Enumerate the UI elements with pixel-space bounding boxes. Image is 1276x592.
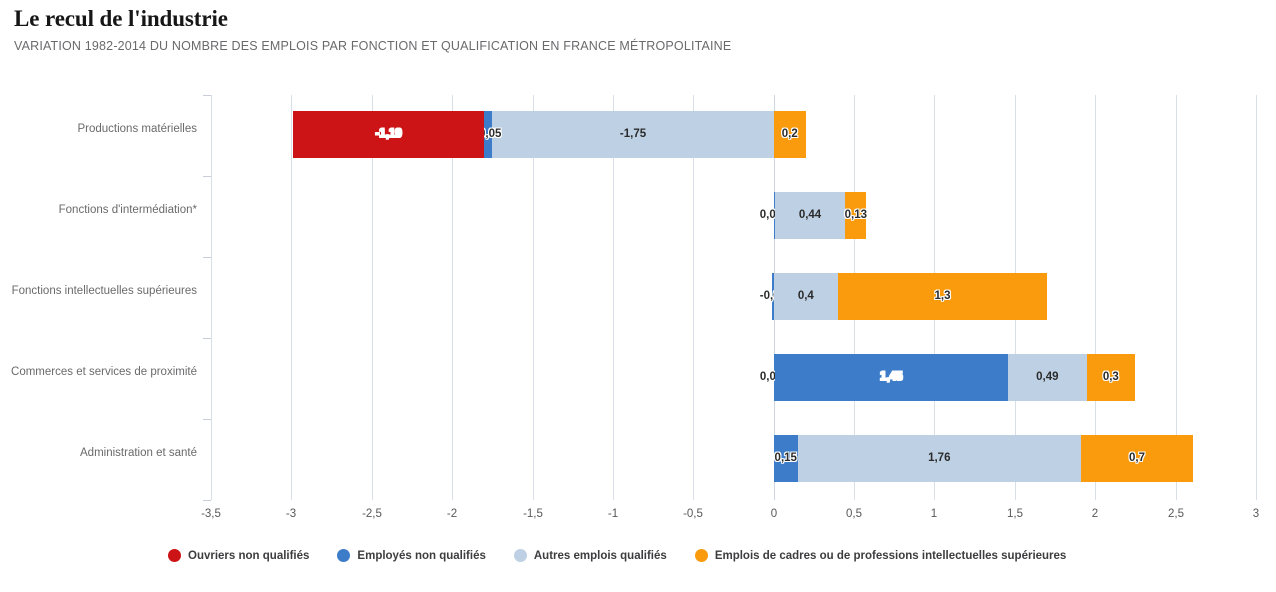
category-label: Fonctions d'intermédiation* [58, 204, 197, 216]
gridline--0-5 [693, 95, 694, 500]
bar-segment[interactable] [1007, 354, 1087, 401]
bar-segment[interactable] [292, 111, 485, 158]
category-label: Commerces et services de proximité [11, 366, 197, 378]
page-title: Le recul de l'industrie [14, 6, 228, 31]
x-tick-label: -1 [607, 508, 619, 520]
gridline--2 [452, 95, 453, 500]
category-tick [203, 338, 211, 339]
bar-segment[interactable] [1080, 435, 1194, 482]
bar-segment[interactable] [774, 192, 846, 239]
legend-item-ouvriers_non_qualifies[interactable]: Ouvriers non qualifiés [168, 549, 309, 562]
bar-row: Fonctions d'intermédiation*0,0060,440,13 [0, 176, 1276, 257]
x-tick-label: -1,5 [523, 508, 543, 520]
category-tick [203, 176, 211, 177]
bar-segment[interactable] [1086, 354, 1135, 401]
bar-value-label: 0,7 [1129, 452, 1146, 464]
bar-segment[interactable] [772, 273, 774, 320]
gridline--3 [291, 95, 292, 500]
legend-swatch-icon [694, 549, 708, 562]
x-tick-label: -2 [446, 508, 458, 520]
gridline--1-5 [533, 95, 534, 500]
category-label: Administration et santé [80, 447, 197, 459]
gridline-3 [1256, 95, 1257, 500]
x-tick-label: -3 [285, 508, 297, 520]
x-tick-label: 2,5 [1168, 508, 1184, 520]
bar-segment[interactable] [492, 111, 774, 158]
bar-value-label: 0,3 [1102, 371, 1119, 383]
x-tick-label: 0 [770, 508, 778, 520]
x-tick-label: -0,5 [683, 508, 703, 520]
bar-segment[interactable] [845, 192, 867, 239]
category-label: Fonctions intellectuelles supérieures [11, 285, 197, 297]
gridline-2 [1095, 95, 1096, 500]
category-tick [203, 95, 211, 96]
category-tick [203, 500, 211, 501]
gridline--1 [613, 95, 614, 500]
x-tick-label: 3 [1252, 508, 1260, 520]
bar-segment[interactable] [773, 273, 838, 320]
legend-swatch-icon [337, 549, 351, 562]
bar-value-label: -1,75 [619, 128, 647, 140]
bar-value-label: 0,15 [774, 452, 797, 464]
legend-label: Employés non qualifiés [357, 549, 486, 562]
category-label: Productions matérielles [77, 123, 197, 135]
bar-segment[interactable] [773, 192, 775, 239]
chart-subtitle: VARIATION 1982-2014 DU NOMBRE DES EMPLOI… [14, 39, 732, 53]
bar-segment[interactable] [484, 111, 493, 158]
bar-value-label: -1,19 [375, 128, 402, 140]
legend-label: Autres emplois qualifiés [533, 549, 667, 562]
bar-segment[interactable] [773, 111, 806, 158]
bar-segment[interactable] [773, 435, 798, 482]
chart-legend: Ouvriers non qualifiés Employés non quali… [168, 549, 1066, 562]
legend-item-employes_non_qualifies[interactable]: Employés non qualifiés [337, 549, 486, 562]
x-tick-label: -2,5 [362, 508, 382, 520]
legend-label: Ouvriers non qualifiés [188, 549, 310, 562]
x-tick-label: 0,5 [846, 508, 862, 520]
bar-row: Commerces et services de proximité0,0071… [0, 338, 1276, 419]
x-tick-label: 1 [930, 508, 938, 520]
category-tick [203, 257, 211, 258]
legend-swatch-icon [513, 549, 527, 562]
bar-value-label: 0,4 [797, 290, 814, 302]
bar-value-label: 1,76 [928, 452, 951, 464]
x-tick-label: 1,5 [1007, 508, 1023, 520]
bar-value-label: 0,44 [798, 209, 822, 221]
bar-segment[interactable] [797, 435, 1081, 482]
x-tick-label: -3,5 [201, 508, 221, 520]
bar-value-label: 1,3 [934, 290, 951, 302]
gridline-2-5 [1176, 95, 1177, 500]
legend-item-autres_emplois_qualifies[interactable]: Autres emplois qualifiés [513, 549, 667, 562]
chart-header: Le recul de l'industrie VARIATION 1982-2… [14, 0, 1264, 53]
legend-label: Emplois de cadres ou de professions inte… [714, 549, 1067, 562]
bar-row: Productions matérielles -1,75 -0,05 -1,19 0,… [0, 95, 1276, 176]
x-tick-label: 2 [1091, 508, 1099, 520]
bar-value-label: 0,2 [781, 128, 798, 140]
bar-segment[interactable] [838, 273, 1047, 320]
bar-value-label: 0,13 [844, 209, 868, 221]
category-tick [203, 419, 211, 420]
bar-value-label: 0,49 [1036, 371, 1059, 383]
bar-row: Fonctions intellectuelles supérieures-0,… [0, 257, 1276, 338]
bar-value-label: 1,45 [880, 371, 903, 383]
bar-segment[interactable] [774, 354, 1008, 401]
legend-swatch-icon [168, 549, 181, 562]
bar-segment[interactable] [773, 354, 775, 401]
bar-row: Administration et santé 0,15 1,76 0,7 [0, 419, 1276, 500]
gridline--3-5 [211, 95, 212, 500]
legend-item-cadres_professions_intellectuelles[interactable]: Emplois de cadres ou de professions inte… [694, 549, 1067, 562]
gridline--2-5 [372, 95, 373, 500]
